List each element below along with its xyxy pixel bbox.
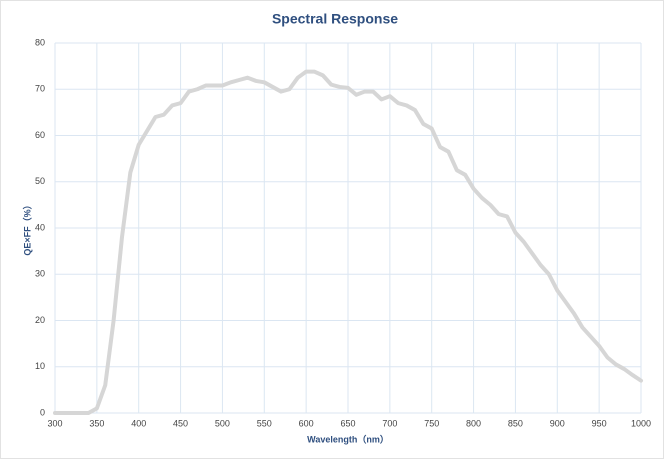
chart-title: Spectral Response bbox=[272, 11, 398, 27]
x-tick-label: 800 bbox=[466, 418, 481, 428]
x-axis-label: Wavelength（nm） bbox=[307, 434, 389, 444]
data-line bbox=[53, 69, 643, 415]
x-tick-label: 450 bbox=[173, 418, 188, 428]
x-tick-label: 950 bbox=[592, 418, 607, 428]
y-tick-label: 70 bbox=[35, 84, 45, 94]
x-tick-label: 750 bbox=[424, 418, 439, 428]
y-tick-label: 20 bbox=[35, 315, 45, 325]
x-tick-label: 500 bbox=[215, 418, 230, 428]
x-tick-label: 850 bbox=[508, 418, 523, 428]
x-tick-label: 700 bbox=[382, 418, 397, 428]
x-tick-label: 900 bbox=[550, 418, 565, 428]
y-tick-label: 10 bbox=[35, 361, 45, 371]
y-tick-label: 40 bbox=[35, 222, 45, 232]
x-tick-label: 350 bbox=[89, 418, 104, 428]
x-tick-label: 600 bbox=[299, 418, 314, 428]
y-tick-label: 80 bbox=[35, 37, 45, 47]
y-axis-label: QE×FF（%） bbox=[22, 200, 32, 255]
x-tick-label: 650 bbox=[340, 418, 355, 428]
y-tick-label: 0 bbox=[40, 407, 45, 417]
y-tick-label: 60 bbox=[35, 130, 45, 140]
x-tick-label: 550 bbox=[257, 418, 272, 428]
x-tick-label: 400 bbox=[131, 418, 146, 428]
x-tick-label: 300 bbox=[47, 418, 62, 428]
x-tick-label: 1000 bbox=[631, 418, 651, 428]
y-tick-label: 30 bbox=[35, 269, 45, 279]
y-tick-label: 50 bbox=[35, 176, 45, 186]
